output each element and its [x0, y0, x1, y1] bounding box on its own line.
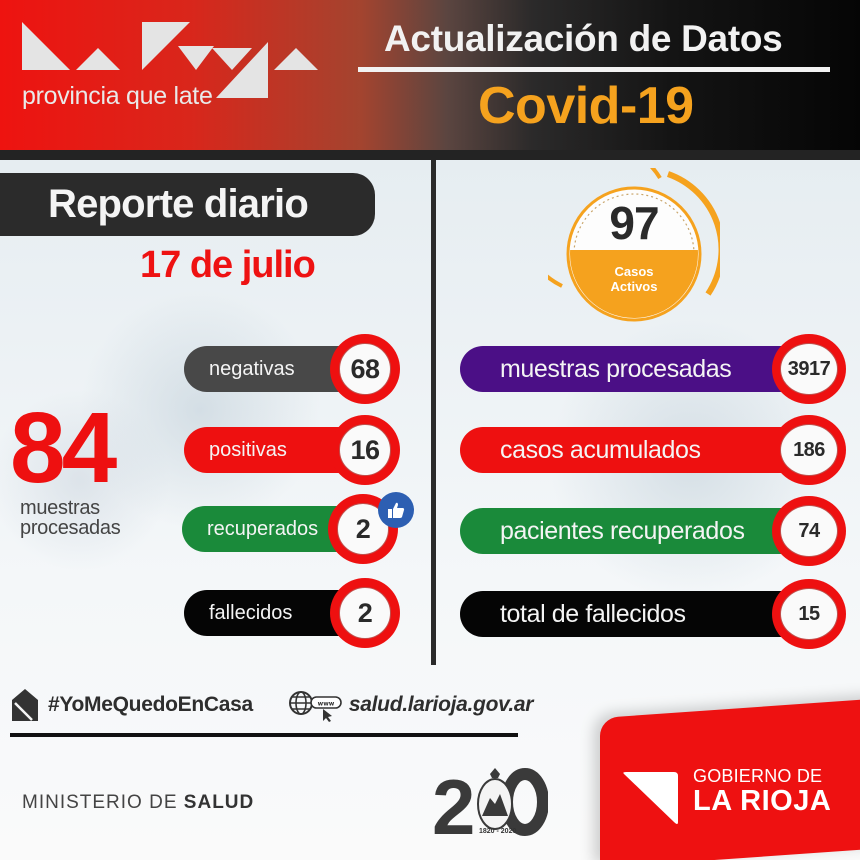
web-globe-icon: www [288, 691, 342, 722]
gobierno-logo-icon [623, 772, 678, 824]
stat-value-ring: 186 [772, 415, 846, 485]
gobierno-line2: LA RIOJA [693, 785, 832, 817]
hashtag-link[interactable]: #YoMeQuedoEnCasa [48, 693, 253, 716]
stat-value: 68 [339, 343, 391, 395]
stat-value-ring: 2 [330, 578, 400, 648]
title-divider [358, 67, 830, 72]
footer-divider [10, 733, 518, 737]
column-divider [431, 160, 436, 665]
stat-value: 186 [780, 424, 838, 476]
bicentenario-years: 1820 - 2020 [479, 828, 517, 835]
daily-samples-label-line1: muestras [20, 497, 100, 519]
active-label-line1: Casos [614, 264, 654, 279]
logo-tagline: provincia que late [22, 82, 213, 110]
active-cases-label: Casos Activos [548, 264, 720, 294]
stat-value: 16 [339, 424, 391, 476]
daily-samples-label-line2: procesadas [20, 517, 121, 539]
daily-samples-label: muestras procesadas [20, 497, 121, 539]
stat-label: pacientes recuperados [460, 508, 820, 554]
stat-value-ring: 68 [330, 334, 400, 404]
stat-value-ring: 15 [772, 579, 846, 649]
svg-text:2: 2 [432, 766, 475, 840]
home-icon [12, 689, 38, 721]
active-cases-value: 97 [609, 197, 659, 249]
stat-value-ring: 74 [772, 496, 846, 566]
stat-label: casos acumulados [460, 427, 820, 473]
footer-links: #YoMeQuedoEnCasa www salud.larioja.gov.a… [12, 688, 533, 722]
active-cases-gauge [548, 168, 720, 322]
ministry-name: MINISTERIO DE SALUD [22, 792, 254, 814]
gobierno-line1: GOBIERNO DE [693, 766, 823, 786]
bicentenario-logo-icon: 2 [432, 766, 548, 840]
ministry-bold: SALUD [183, 792, 255, 813]
stat-value: 3917 [780, 343, 838, 395]
ministry-prefix: MINISTERIO DE [22, 792, 184, 813]
stat-value-ring: 16 [330, 415, 400, 485]
stat-value: 15 [780, 588, 838, 640]
stat-value-ring: 3917 [772, 334, 846, 404]
stat-label: muestras procesadas [460, 346, 820, 392]
page-subtitle: Covid-19 [478, 77, 694, 135]
stat-value: 74 [780, 505, 838, 557]
svg-text:www: www [318, 701, 335, 708]
daily-report-title: Reporte diario [0, 173, 375, 236]
thumbs-up-icon [378, 492, 414, 528]
stat-label: total de fallecidos [460, 591, 820, 637]
header-bottom-band [0, 150, 860, 160]
page-title: Actualización de Datos [384, 18, 783, 59]
active-label-line2: Activos [610, 279, 658, 294]
stat-value: 2 [339, 587, 391, 639]
la-rioja-logo-icon [22, 22, 318, 98]
website-link[interactable]: salud.larioja.gov.ar [348, 693, 534, 716]
daily-samples-total: 84 [10, 392, 117, 504]
report-date: 17 de julio [140, 244, 316, 286]
